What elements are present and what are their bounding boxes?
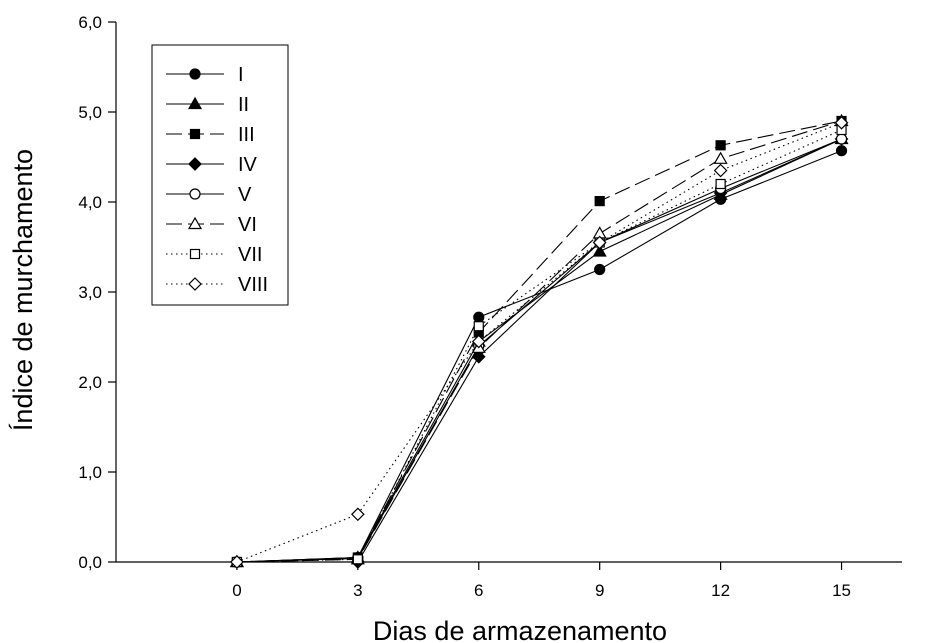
- series-I: [231, 145, 848, 568]
- y-tick-label: 6,0: [78, 13, 102, 32]
- y-axis-label: Índice de murchamento: [8, 149, 38, 431]
- series-line: [236, 122, 842, 563]
- legend-marker: [189, 248, 201, 260]
- series-V: [231, 133, 848, 568]
- legend-item: II: [166, 94, 249, 116]
- data-point: [592, 235, 607, 250]
- data-point: [592, 244, 607, 257]
- data-point: [352, 554, 363, 565]
- x-tick-label: 15: [832, 581, 851, 600]
- legend-item: VIII: [166, 274, 268, 296]
- legend-marker: [188, 277, 202, 291]
- legend-marker: [189, 128, 201, 140]
- legend-item: VII: [166, 244, 262, 266]
- legend-label: V: [238, 184, 252, 206]
- data-point: [835, 145, 848, 157]
- series-line: [236, 129, 842, 563]
- legend-item: I: [166, 64, 244, 86]
- series-line: [236, 138, 842, 563]
- x-axis-label: Dias de armazenamento: [373, 616, 667, 643]
- data-point: [350, 507, 365, 522]
- data-point: [473, 321, 484, 332]
- legend-label: III: [238, 124, 255, 146]
- series-line: [236, 120, 842, 563]
- legend-marker: [187, 96, 203, 110]
- series-line: [236, 138, 842, 563]
- legend-label: VII: [238, 244, 262, 266]
- legend-label: VI: [238, 214, 257, 236]
- series-III: [231, 115, 847, 568]
- legend-item: V: [166, 184, 252, 206]
- legend-label: VIII: [238, 274, 268, 296]
- series-VIII: [230, 115, 849, 569]
- data-point: [594, 263, 606, 276]
- data-point: [834, 115, 849, 130]
- x-tick-label: 0: [232, 581, 241, 600]
- legend-item: III: [166, 124, 255, 146]
- data-point: [835, 133, 848, 145]
- series-IV: [230, 132, 849, 569]
- legend-item: IV: [166, 154, 258, 176]
- data-point: [473, 311, 485, 323]
- series-II: [229, 131, 849, 568]
- legend-marker: [187, 216, 203, 230]
- y-tick-label: 4,0: [78, 193, 102, 212]
- x-tick-label: 12: [711, 581, 730, 600]
- series-VI: [229, 113, 849, 568]
- y-tick-label: 3,0: [78, 283, 102, 302]
- legend-box: [151, 44, 289, 306]
- data-point: [715, 140, 726, 151]
- x-tick-label: 3: [353, 581, 362, 600]
- data-point: [713, 163, 728, 178]
- legend-marker: [189, 188, 201, 200]
- y-tick-label: 5,0: [78, 103, 102, 122]
- y-tick-label: 0,0: [78, 553, 102, 572]
- legend-label: I: [238, 64, 244, 86]
- x-tick-label: 6: [474, 581, 483, 600]
- legend-marker: [188, 157, 202, 171]
- legend-item: VI: [166, 214, 257, 236]
- data-point: [230, 555, 244, 569]
- data-point: [471, 334, 486, 349]
- series-VII: [231, 124, 847, 568]
- data-point: [594, 196, 605, 207]
- legend-marker: [189, 68, 201, 80]
- y-tick-label: 2,0: [78, 373, 102, 392]
- data-point: [713, 151, 728, 164]
- legend-label: IV: [238, 154, 258, 176]
- series-line: [236, 138, 842, 563]
- legend-label: II: [238, 94, 249, 116]
- series-layer: [229, 113, 849, 569]
- data-point: [715, 178, 726, 190]
- series-line: [236, 150, 842, 563]
- x-tick-label: 9: [595, 581, 604, 600]
- y-tick-label: 1,0: [78, 463, 102, 482]
